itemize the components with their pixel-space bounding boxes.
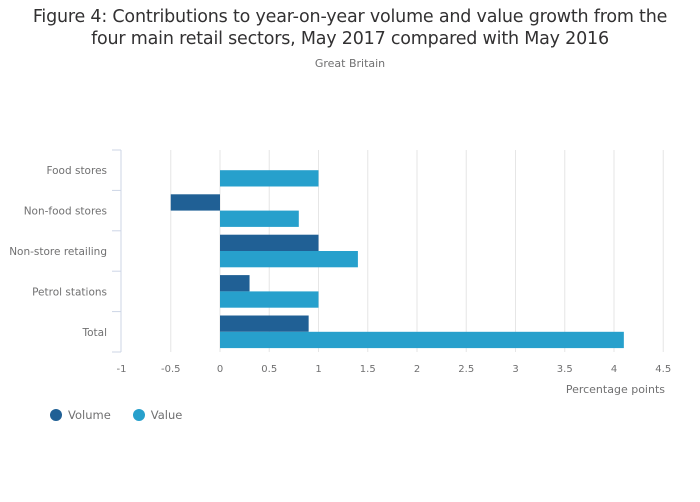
chart-title: Figure 4: Contributions to year-on-year … — [0, 6, 700, 50]
legend-label-value: Value — [150, 408, 183, 422]
bar-value-petrol-stations — [220, 291, 319, 308]
x-axis-title: Percentage points — [566, 383, 665, 396]
bar-value-non-store-retailing — [220, 251, 358, 268]
chart-title-line-2: four main retail sectors, May 2017 compa… — [91, 29, 609, 49]
category-label: Non-food stores — [24, 206, 107, 218]
x-tick-label: 2.5 — [458, 364, 474, 375]
x-tick-label: -1 — [117, 364, 127, 375]
x-tick-label: 0.5 — [261, 364, 277, 375]
bar-volume-non-food-stores — [170, 194, 220, 211]
category-label: Petrol stations — [32, 286, 107, 298]
legend-marker-value — [132, 409, 145, 421]
x-tick-label: 2 — [414, 364, 420, 375]
bar-volume-petrol-stations — [220, 275, 250, 292]
x-tick-label: 3 — [512, 364, 518, 375]
legend-label-volume: Volume — [68, 408, 111, 422]
bar-value-food-stores — [220, 170, 319, 187]
x-tick-label: 4 — [611, 364, 617, 375]
x-tick-label: -0.5 — [161, 364, 181, 375]
gridlines — [170, 150, 664, 352]
x-tick-label: 1.5 — [360, 364, 376, 375]
category-label: Total — [81, 327, 107, 339]
x-tick-label: 0 — [217, 364, 223, 375]
x-axis-ticks: -1 -0.5 0 0.5 1 1.5 2 2.5 3 3.5 4 4.5 — [117, 364, 672, 375]
category-label: Food stores — [46, 165, 107, 177]
legend: Volume Value — [50, 408, 182, 422]
y-axis: Food stores Non-food stores Non-store reta… — [9, 149, 122, 353]
x-tick-label: 1 — [315, 364, 321, 375]
chart-title-line-1: Figure 4: Contributions to year-on-year … — [32, 7, 668, 27]
bars — [170, 170, 624, 349]
bar-value-total — [220, 331, 624, 349]
bar-value-non-food-stores — [220, 210, 299, 227]
legend-marker-volume — [50, 409, 62, 421]
legend-item-value[interactable]: Value — [132, 408, 183, 422]
legend-item-volume[interactable]: Volume — [50, 408, 111, 422]
chart-subtitle: Great Britain — [314, 57, 386, 70]
category-label: Non-store retailing — [9, 246, 107, 258]
x-tick-label: 3.5 — [557, 364, 573, 375]
bar-volume-non-store-retailing — [220, 234, 319, 251]
bar-volume-total — [220, 315, 309, 332]
x-tick-label: 4.5 — [655, 364, 671, 375]
